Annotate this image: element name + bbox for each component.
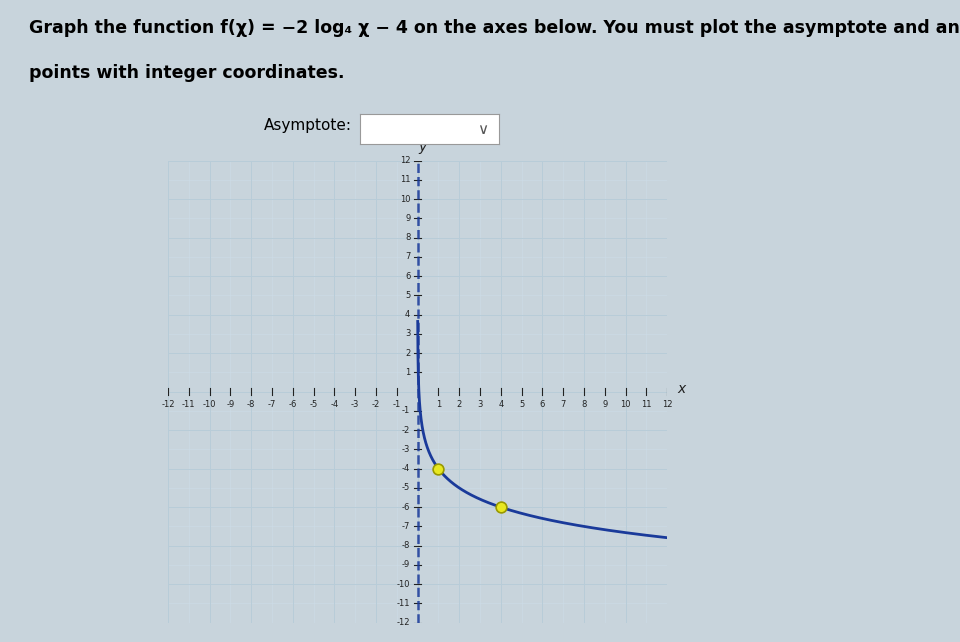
Text: 9: 9 [602,401,608,410]
Text: -5: -5 [309,401,318,410]
Text: 9: 9 [405,214,410,223]
Text: -7: -7 [402,522,410,531]
Text: 6: 6 [540,401,545,410]
Text: -1: -1 [393,401,401,410]
Text: -8: -8 [402,541,410,550]
Text: 12: 12 [662,401,672,410]
Text: 8: 8 [582,401,587,410]
Text: -11: -11 [396,599,410,608]
Text: 11: 11 [641,401,652,410]
Text: -6: -6 [289,401,297,410]
Text: -9: -9 [402,560,410,569]
Text: 2: 2 [457,401,462,410]
Point [493,502,509,512]
Text: -2: -2 [372,401,380,410]
Text: -4: -4 [402,464,410,473]
Text: -9: -9 [227,401,234,410]
Text: 10: 10 [620,401,631,410]
Text: -3: -3 [402,445,410,454]
Text: x: x [678,382,685,395]
Text: 6: 6 [405,272,410,281]
Text: -3: -3 [351,401,359,410]
Text: 10: 10 [399,195,410,204]
Text: -2: -2 [402,426,410,435]
Text: -10: -10 [203,401,216,410]
Text: -10: -10 [396,580,410,589]
Text: -4: -4 [330,401,339,410]
Text: -12: -12 [396,618,410,627]
Text: Asymptote:: Asymptote: [264,117,352,133]
Text: 3: 3 [405,329,410,338]
Text: -12: -12 [161,401,175,410]
Text: 7: 7 [405,252,410,261]
Text: 11: 11 [399,175,410,184]
Text: 8: 8 [405,233,410,242]
Point [431,464,446,474]
Text: 7: 7 [561,401,565,410]
Text: 1: 1 [436,401,441,410]
Text: points with integer coordinates.: points with integer coordinates. [29,64,345,82]
Text: -6: -6 [402,503,410,512]
Text: 5: 5 [519,401,524,410]
Text: -5: -5 [402,483,410,492]
Text: 12: 12 [399,156,410,165]
Text: ∨: ∨ [477,121,488,137]
Text: -1: -1 [402,406,410,415]
Text: 4: 4 [405,310,410,319]
Text: 4: 4 [498,401,503,410]
Text: 3: 3 [477,401,483,410]
Text: 1: 1 [405,368,410,377]
Text: Graph the function f(χ) = −2 log₄ χ − 4 on the axes below. You must plot the asy: Graph the function f(χ) = −2 log₄ χ − 4 … [29,19,960,37]
Text: -11: -11 [182,401,196,410]
Text: y: y [419,140,427,154]
Text: 2: 2 [405,349,410,358]
Text: -7: -7 [268,401,276,410]
Text: -8: -8 [247,401,255,410]
Text: 5: 5 [405,291,410,300]
